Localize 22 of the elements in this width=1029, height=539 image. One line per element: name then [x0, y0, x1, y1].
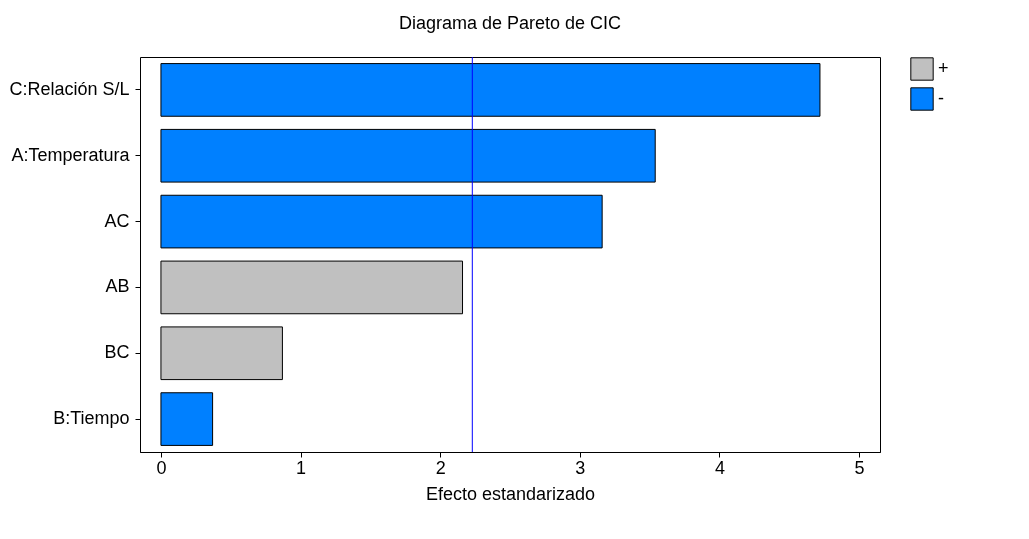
x-tick-label: 5: [854, 457, 865, 478]
y-tick-label: BC: [104, 342, 130, 363]
bar: [160, 63, 821, 117]
x-tick-label: 1: [296, 457, 307, 478]
bar: [160, 128, 656, 183]
y-tick-label: C:Relación S/L: [9, 78, 130, 99]
y-tick-label: B:Tiempo: [53, 408, 130, 429]
y-tick-label: A:Temperatura: [11, 144, 131, 165]
x-tick-label: 0: [156, 457, 167, 478]
bar: [160, 392, 214, 446]
x-axis-title: Efecto estandarizado: [425, 483, 596, 504]
x-tick-label: 4: [714, 457, 725, 478]
chart-title: Diagrama de Pareto de CIC: [398, 12, 622, 33]
bar: [160, 260, 464, 315]
x-tick-label: 3: [575, 457, 586, 478]
y-tick-label: AC: [104, 210, 130, 231]
bar: [160, 326, 283, 381]
bar: [160, 194, 603, 249]
y-tick-label: AB: [105, 276, 130, 297]
legend-label: -: [938, 88, 944, 108]
x-tick-label: 2: [435, 457, 446, 478]
legend-label: +: [938, 58, 949, 78]
